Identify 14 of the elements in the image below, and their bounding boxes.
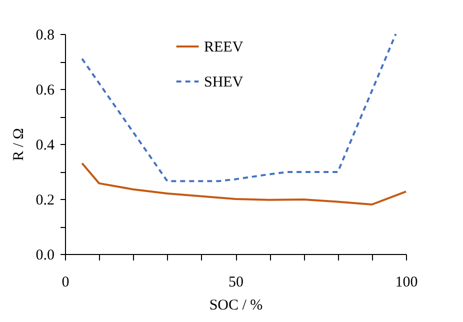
y-tick-label: 0.2 xyxy=(36,192,54,208)
legend-label: REEV xyxy=(204,40,244,56)
x-tick-label: 50 xyxy=(228,274,244,290)
x-axis-title: SOC / % xyxy=(209,298,263,314)
legend-label: SHEV xyxy=(204,74,244,90)
y-tick-label: 0.6 xyxy=(36,82,55,98)
x-tick-label: 0 xyxy=(62,274,70,290)
y-axis-title: R / Ω xyxy=(10,128,27,161)
line-series xyxy=(81,33,397,182)
y-tick-label: 0.0 xyxy=(36,248,54,264)
x-tick-label: 100 xyxy=(395,274,418,290)
y-tick-label: 0.8 xyxy=(36,28,54,44)
y-tick-label: 0.4 xyxy=(36,138,55,154)
line-series xyxy=(81,162,407,206)
